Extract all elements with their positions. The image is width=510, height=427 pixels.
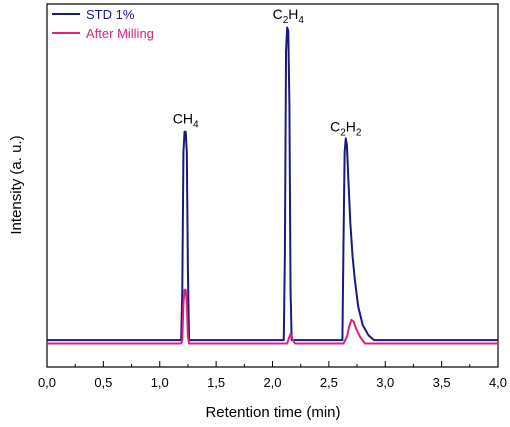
series-layer [47,26,498,345]
series-line-1 [47,288,498,345]
x-tick-label: 2,0 [263,375,281,390]
plot-frame [46,3,499,368]
peak-label-2: C2H2 [330,119,362,139]
x-tick-label: 3,5 [433,375,451,390]
x-tick-label: 0,5 [94,375,112,390]
peak-label-0: CH4 [173,110,199,130]
x-tick-label: 4,0 [489,375,507,390]
x-axis-ticks: 0,0 0,5 1,0 1,5 2,0 2,5 3,0 3,5 4,0 [38,361,507,390]
x-tick-label: 2,5 [320,375,338,390]
x-tick-label: 1,5 [207,375,225,390]
x-tick-label: 3,0 [376,375,394,390]
x-tick-label: 1,0 [151,375,169,390]
x-axis-title: Retention time (min) [205,404,340,421]
peak-annotations: CH4 C2H4 C2H2 [173,6,362,139]
legend: STD 1% After Milling [52,7,154,41]
legend-label-after: After Milling [86,26,154,41]
peak-label-1: C2H4 [273,6,305,26]
legend-label-std: STD 1% [86,7,135,22]
x-tick-label: 0,0 [38,375,56,390]
y-axis-title: Intensity (a. u.) [8,135,25,234]
series-line-0 [47,26,498,342]
